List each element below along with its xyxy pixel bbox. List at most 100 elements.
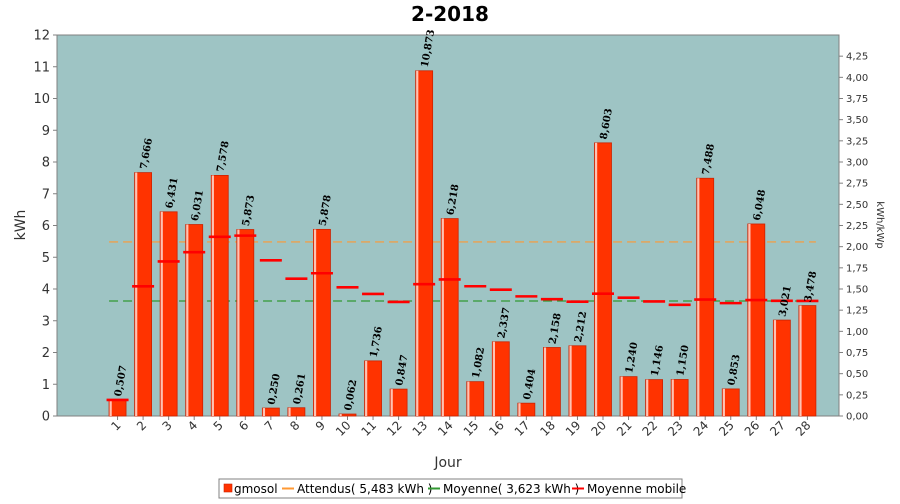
- data-label: 1,240: [624, 341, 640, 374]
- x-tick-label: 24: [691, 418, 712, 439]
- bar: [364, 360, 382, 417]
- moyenne-mobile-series: [106, 234, 819, 402]
- bar-highlight: [773, 320, 777, 416]
- bar-highlight: [492, 341, 495, 416]
- y2-tick-label: 1,75: [846, 263, 868, 274]
- y2-tick-label: 0,25: [846, 390, 868, 401]
- bar-highlight: [620, 376, 623, 416]
- legend-box: [218, 478, 683, 499]
- y-tick-label: 0: [42, 410, 50, 425]
- data-label: 2,212: [573, 311, 589, 344]
- y-tick-label: 7: [42, 187, 50, 202]
- bar-highlight: [313, 229, 317, 416]
- y-tick-label: 8: [42, 156, 50, 171]
- bar: [696, 177, 715, 417]
- bar-highlight: [543, 347, 547, 416]
- bar-highlight: [135, 172, 138, 416]
- bar: [313, 228, 331, 417]
- data-label: 0,062: [343, 379, 359, 412]
- data-label: 0,507: [113, 365, 129, 398]
- y2-tick-label: 2,25: [846, 221, 868, 232]
- x-tick-label: 27: [767, 418, 788, 439]
- bar: [466, 381, 485, 417]
- x-tick-label: 19: [563, 418, 584, 439]
- bar: [670, 379, 689, 417]
- x-tick-label: 6: [236, 418, 251, 433]
- bar-highlight: [160, 211, 163, 416]
- y-tick-label: 3: [42, 314, 50, 329]
- y2-tick-label: 4,25: [846, 52, 868, 63]
- legend-label: gmosol: [234, 482, 278, 496]
- bar-highlight: [441, 218, 444, 416]
- bar-highlight: [237, 229, 240, 416]
- bar-highlight: [390, 389, 393, 416]
- x-tick-label: 3: [159, 418, 174, 433]
- bar-highlight: [467, 381, 470, 416]
- y2-axis-label: kWh/kWp: [874, 201, 885, 248]
- x-tick-label: 13: [410, 418, 431, 439]
- bar-highlight: [799, 305, 802, 416]
- y2-tick-label: 0,75: [846, 348, 868, 359]
- bar: [185, 224, 204, 417]
- data-label: 3,021: [777, 285, 793, 318]
- data-label: 2,337: [496, 307, 512, 340]
- x-tick-label: 17: [512, 418, 533, 439]
- x-tick-label: 11: [358, 418, 379, 439]
- data-label: 0,261: [292, 372, 308, 405]
- data-label: 1,150: [675, 344, 691, 377]
- x-tick-label: 26: [742, 418, 763, 439]
- data-label: 7,666: [139, 137, 155, 170]
- y-tick-label: 2: [42, 346, 50, 361]
- y2-tick-label: 0,50: [846, 369, 868, 380]
- data-label: 2,158: [548, 312, 564, 345]
- x-tick-label: 2: [134, 418, 149, 433]
- bar: [798, 305, 817, 417]
- bar: [389, 388, 408, 417]
- x-tick-label: 12: [384, 418, 405, 439]
- bar: [440, 218, 459, 417]
- x-tick-label: 25: [716, 418, 737, 439]
- y-tick-label: 10: [33, 92, 50, 107]
- legend-label: Moyenne( 3,623 kWh ): [443, 482, 579, 496]
- bar-highlight: [211, 175, 214, 416]
- x-tick-label: 15: [461, 418, 482, 439]
- data-label: 7,578: [215, 140, 231, 173]
- x-tick-label: 9: [313, 418, 328, 433]
- data-labels: 0,507 7,666 6,431 6,031 7,578 5,873 0,250 0,261…: [113, 29, 819, 412]
- bar-highlight: [697, 178, 700, 416]
- bar: [747, 223, 766, 417]
- data-label: 6,031: [190, 189, 206, 222]
- data-label: 7,488: [701, 143, 717, 176]
- bar-highlight: [595, 142, 598, 417]
- data-label: 0,847: [394, 354, 410, 387]
- y2-tick-label: 3,75: [846, 94, 868, 105]
- data-label: 5,873: [241, 194, 257, 227]
- data-label: 5,878: [318, 194, 334, 227]
- x-tick-label: 23: [665, 418, 686, 439]
- y-axis-label: kWh: [13, 210, 29, 241]
- y2-tick-label: 2,75: [846, 179, 868, 190]
- bar-highlight: [186, 224, 189, 416]
- x-tick-label: 16: [486, 418, 507, 439]
- y2-tick-label: 3,00: [846, 158, 868, 169]
- bar: [543, 347, 561, 417]
- y2-tick-label: 0,00: [846, 412, 868, 423]
- x-tick-label: 28: [793, 418, 814, 439]
- y2-tick-label: 1,25: [846, 306, 868, 317]
- x-tick-label: 5: [211, 418, 226, 433]
- bar-highlight: [748, 223, 751, 416]
- y-tick-label: 6: [42, 219, 50, 234]
- data-label: 6,218: [445, 183, 461, 216]
- x-axis: 1 2 3 4 5 6 7 8 9 10 11 12 13 14 15 16 17 18 19 20 21 22 23 24 2…: [108, 416, 814, 439]
- y2-tick-label: 2,50: [846, 200, 868, 211]
- data-label: 0,404: [522, 368, 538, 401]
- bar-highlight: [365, 360, 368, 416]
- y2-tick-label: 1,50: [846, 285, 868, 296]
- bar: [338, 413, 357, 417]
- y-tick-label: 12: [33, 29, 50, 44]
- bar: [517, 402, 536, 417]
- bar: [619, 376, 638, 417]
